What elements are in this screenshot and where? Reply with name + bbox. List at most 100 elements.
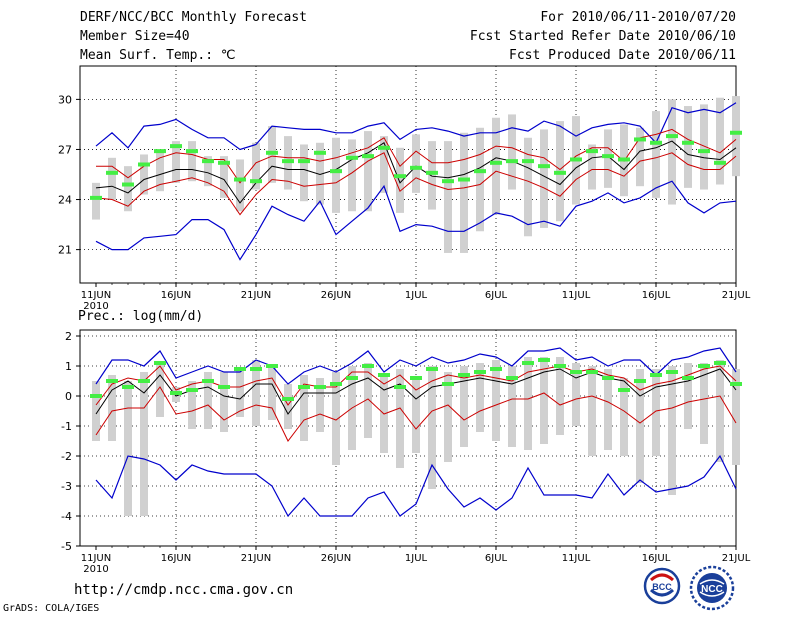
temp-member-marker [554,170,566,175]
temp-member-marker [666,134,678,139]
ncc-logo-text: NCC [701,584,723,595]
temp-member-marker [234,177,246,182]
prec-member-marker [330,382,342,386]
grads-credit: GrADS: COLA/IGES [3,603,100,614]
prec-member-marker [426,367,438,371]
temp-member-marker [378,145,390,150]
temp-range-box [668,99,676,205]
temp-member-marker [282,159,294,164]
prec-member-marker [250,367,262,371]
prec-member-marker [314,385,326,389]
prec-range-box [684,363,692,429]
temp-range-box [460,132,468,253]
temp-range-box [444,141,452,253]
temp-range-box [732,96,740,177]
temp-range-box [204,156,212,187]
temp-range-box [332,137,340,213]
prec-member-marker [730,382,742,386]
temp-range-box [524,137,532,237]
prec-range-box [572,363,580,426]
prec-member-marker [634,379,646,383]
prec-xtick-label: 21JUN [241,553,271,564]
temp-range-box [412,134,420,193]
forecast-period: For 2010/06/11-2010/07/20 [540,10,736,25]
prec-range-box [700,363,708,444]
temp-member-marker [122,182,134,187]
prec-xtick-label: 11JUN [81,553,111,564]
prec-range-box [636,369,644,483]
prec-ytick-label: 2 [65,330,72,343]
prec-range-box [140,372,148,516]
temp-range-box [316,142,324,205]
prec-range-box [556,357,564,435]
prec-xtick-label: 6JUL [485,553,508,564]
prec-xtick-label: 1JUL [405,553,428,564]
temp-ytick-label: 27 [58,143,72,156]
temp-member-marker [90,195,102,200]
temp-member-marker [170,144,182,149]
temp-member-marker [506,159,518,164]
prec-xtick-label: 16JUN [161,553,191,564]
prec-range-box [524,357,532,450]
prec-ytick-label: 0 [65,390,72,403]
prec-max-line [95,347,737,385]
prec-member-marker [602,376,614,380]
prec-ytick-label: -3 [61,480,72,493]
prec-range-box [364,363,372,438]
prec-range-box [92,381,100,441]
prec-range-box [124,381,132,516]
prec-member-marker [202,379,214,383]
temp-member-marker [154,149,166,154]
temp-member-marker [682,140,694,145]
temp-max-line [95,102,737,151]
temp-member-marker [618,157,630,162]
temp-xtick-label: 21JUL [722,290,751,301]
temp-member-marker [346,155,358,160]
forecast-produced-date: Fcst Produced Date 2010/06/11 [509,48,736,63]
prec-member-marker [474,370,486,374]
prec-member-marker [506,376,518,380]
prec-range-box [460,366,468,447]
prec-range-box [492,360,500,441]
bcc-logo: BCC [643,567,681,605]
prec-member-marker [138,379,150,383]
temp-range-box [364,131,372,212]
temp-member-marker [106,170,118,175]
temp-xtick-label: 16JUL [642,290,671,301]
temp-range-box [652,111,660,198]
temp-member-marker [474,169,486,174]
bottom-variable-label: Prec.: log(mm/d) [78,309,204,324]
temp-range-box [540,129,548,228]
prec-member-marker [282,397,294,401]
temp-member-marker [330,169,342,174]
top-variable-label: Mean Surf. Temp.: ℃ [80,48,236,63]
temp-member-marker [218,160,230,165]
temp-member-marker [458,177,470,182]
temp-range-box [588,144,596,190]
temp-member-marker [490,160,502,165]
prec-member-marker [122,385,134,389]
temp-range-box [172,141,180,183]
temp-member-marker [266,150,278,155]
temp-xtick-label: 11JUL [562,290,591,301]
prec-member-marker [458,373,470,377]
prec-member-marker [154,361,166,365]
prec-range-box [220,372,228,432]
temp-member-marker [522,159,534,164]
temp-range-box [92,182,100,220]
temp-range-box [636,127,644,187]
prec-member-marker [618,388,630,392]
prec-member-marker [218,385,230,389]
temp-range-box [700,104,708,190]
temp-member-marker [202,159,214,164]
temp-range-box [140,154,148,195]
forecast-started-date: Fcst Started Refer Date 2010/06/10 [469,29,736,44]
temp-member-marker [362,154,374,159]
temp-xtick-label: 16JUN [161,290,191,301]
prec-range-box [284,384,292,429]
prec-member-marker [490,367,502,371]
temp-member-marker [586,149,598,154]
temp-range-box [188,141,196,182]
temp-xtick-label: 21JUN [241,290,271,301]
prec-member-marker [394,385,406,389]
